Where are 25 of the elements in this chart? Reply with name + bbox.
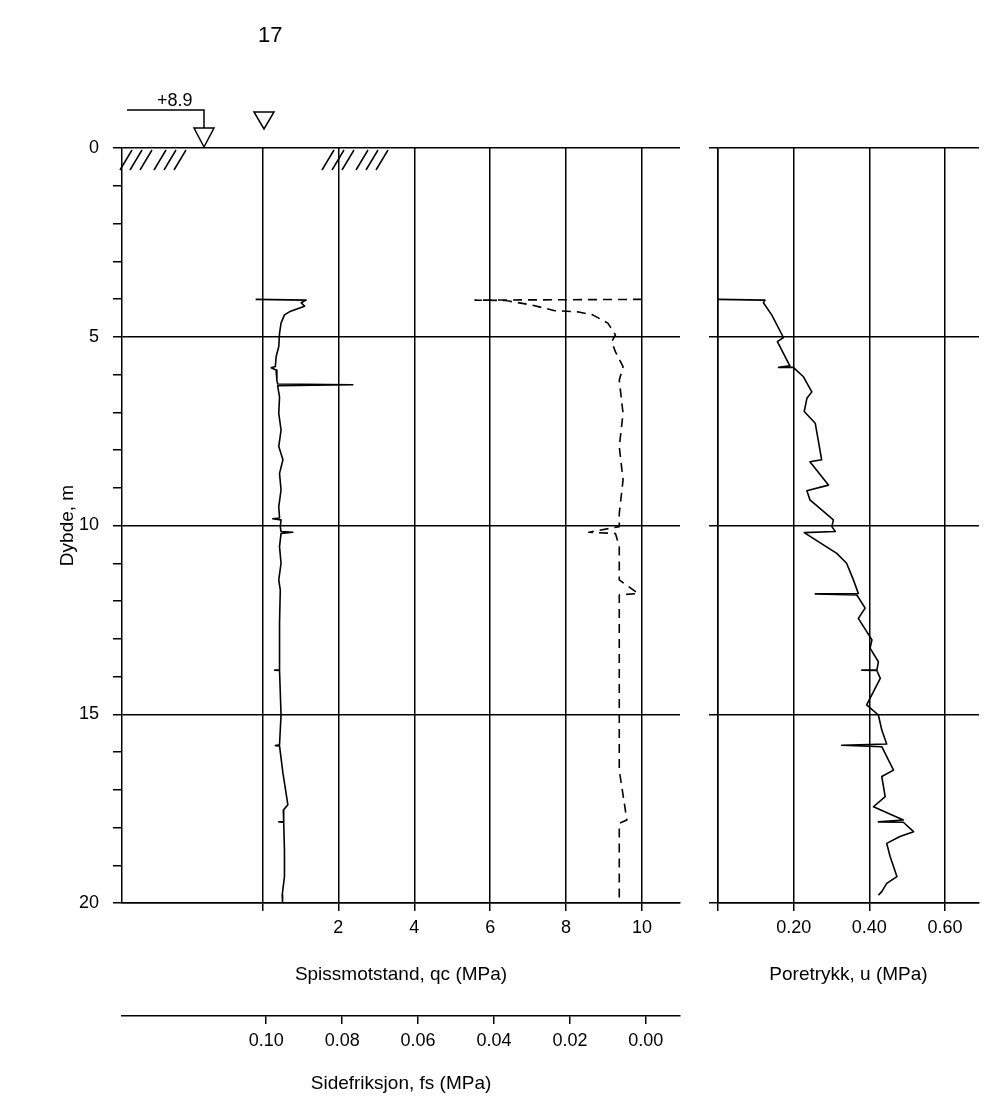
y-tick-label: 15 [78,703,99,724]
x-tick-label: 8 [561,916,572,937]
x2-tick-label: 0.08 [324,1029,360,1050]
x2-axis-title: Sidefriksjon, fs (MPa) [310,1071,492,1093]
y-tick-label: 5 [88,325,99,346]
x2-tick-label: 0.06 [400,1029,436,1050]
text: 17 [258,22,283,48]
x-axis-title: Poretrykk, u (MPa) [769,962,928,984]
x-tick-label: 2 [333,916,344,937]
x-axis-title: Spissmotstand, qc (MPa) [294,962,508,984]
text: +8.9 [157,90,193,111]
y-tick-label: 0 [88,136,99,157]
y-axis-title: Dybde, m [55,484,77,567]
y-tick-label: 20 [78,891,99,912]
x-tick-label: 6 [485,916,496,937]
x2-tick-label: 0.10 [248,1029,284,1050]
x-tick-label: 0.20 [776,916,812,937]
x-tick-label: 10 [632,916,653,937]
x-tick-label: 4 [409,916,420,937]
x-tick-label: 0.60 [927,916,963,937]
y-tick-label: 10 [78,514,99,535]
x2-tick-label: 0.00 [628,1029,664,1050]
x-tick-label: 0.40 [851,916,887,937]
x2-tick-label: 0.04 [476,1029,512,1050]
x2-tick-label: 0.02 [552,1029,588,1050]
